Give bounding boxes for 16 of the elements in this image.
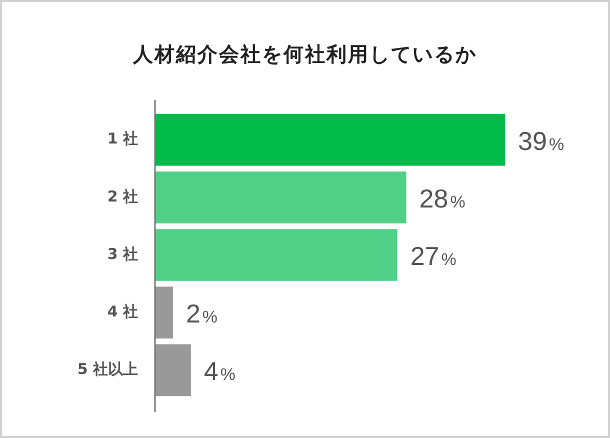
data-label: 39% xyxy=(518,126,564,156)
bar xyxy=(155,229,398,281)
data-label: 28% xyxy=(419,183,466,214)
y-tick-label: 3 社 xyxy=(107,244,138,263)
y-tick-label: 1 社 xyxy=(107,130,138,148)
bar xyxy=(155,344,191,396)
data-label: 27% xyxy=(410,241,456,271)
y-tick-label: 5 社以上 xyxy=(77,360,138,378)
data-label: 4% xyxy=(204,356,236,386)
bar xyxy=(155,171,406,224)
data-label: 2% xyxy=(186,298,218,329)
y-tick-label: 4 社 xyxy=(107,302,138,320)
chart-title: 人材紹介会社を何社利用しているか xyxy=(132,42,477,66)
bar xyxy=(155,286,173,339)
y-tick-label: 2 社 xyxy=(107,187,138,206)
bar xyxy=(155,114,506,166)
